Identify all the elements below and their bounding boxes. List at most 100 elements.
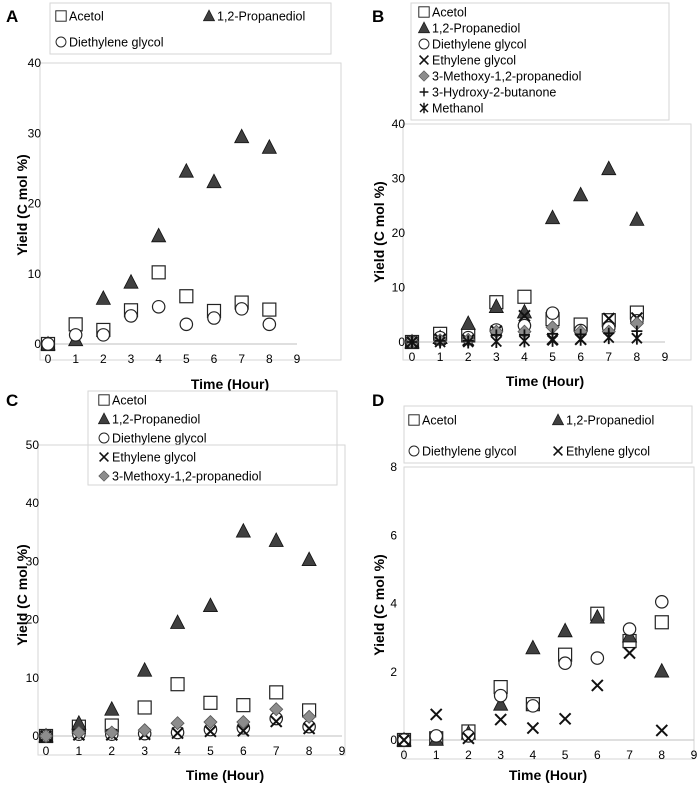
panel-d-legend-ethylene-glycol: Ethylene glycol bbox=[566, 445, 650, 459]
panel-a-point-acetol-5 bbox=[179, 289, 194, 304]
panel-c-xtick-4: 4 bbox=[174, 744, 181, 758]
panel-c-ytick-30: 30 bbox=[26, 554, 40, 568]
panel-b-point-methanol-8 bbox=[631, 331, 643, 345]
panel-a-xtick-0: 0 bbox=[45, 352, 52, 366]
panel-c-point-3-methoxy-1-2-propanediol-2 bbox=[104, 725, 119, 740]
panel-a-point-1-2-propanediol-7 bbox=[234, 128, 250, 144]
panel-d-point-ethylene-glycol-0 bbox=[397, 733, 411, 747]
panel-b-ytick-0: 0 bbox=[398, 335, 405, 349]
panel-b-point-acetol-4 bbox=[517, 289, 532, 304]
panel-c-point-acetol-7 bbox=[269, 685, 284, 700]
panel-c-series-3-methoxy-1-2-propanediol bbox=[38, 702, 317, 744]
panel-b-ytick-20: 20 bbox=[392, 226, 406, 240]
panel-b-legend-1-2-propanediol: 1,2-Propanediol bbox=[432, 22, 520, 36]
panel-a-legend-marker-1-2-propanediol bbox=[202, 9, 216, 22]
panel-c-ytick-20: 20 bbox=[26, 613, 40, 627]
panel-d-legend-marker-acetol bbox=[408, 414, 420, 426]
panel-b-y-axis-title: Yield (C mol %) bbox=[371, 181, 387, 282]
panel-b-point-methanol-5 bbox=[546, 333, 559, 347]
panel-c-point-3-methoxy-1-2-propanediol-4 bbox=[170, 716, 185, 731]
panel-c-ytick-40: 40 bbox=[26, 496, 40, 510]
panel-c-legend-acetol-icon bbox=[98, 394, 110, 406]
panel-b-xtick-7: 7 bbox=[605, 350, 612, 364]
panel-b-ytick-30: 30 bbox=[392, 172, 406, 186]
panel-d-point-diethylene-glycol-4 bbox=[526, 699, 540, 713]
panel-b-legend-marker-diethylene-glycol bbox=[418, 38, 430, 50]
panel-d: D Acetol 1,2-Propanediol Diethylene glycol E… bbox=[371, 391, 698, 783]
panel-b-point-methanol-7 bbox=[603, 331, 615, 345]
panel-b-point-methanol-2 bbox=[462, 335, 474, 349]
panel-d-point-diethylene-glycol-6 bbox=[590, 651, 605, 665]
panel-d-point-ethylene-glycol-1 bbox=[430, 708, 443, 721]
panel-a-point-diethylene-glycol-8 bbox=[262, 317, 277, 332]
panel-c-ytick-0: 0 bbox=[32, 729, 39, 743]
panel-c-xtick-2: 2 bbox=[108, 744, 115, 758]
panel-b-legend-marker-3-methoxy-1-2-propanediol bbox=[418, 70, 430, 82]
panel-a-point-diethylene-glycol-7 bbox=[234, 302, 249, 316]
panel-a-xtick-9: 9 bbox=[294, 352, 301, 366]
panel-d-point-1-2-propanediol-8 bbox=[654, 662, 670, 678]
panel-c: C Acetol 1,2-Propanediol Diethylene glycol E… bbox=[6, 390, 346, 783]
panel-a-point-1-2-propanediol-2 bbox=[95, 289, 111, 305]
panel-c-legend-3-methoxy-1-2-propanediol-icon bbox=[98, 470, 110, 482]
panel-b-point-ethylene-glycol-4 bbox=[518, 309, 531, 323]
panel-b-legend-marker-ethylene-glycol bbox=[419, 55, 429, 65]
panel-b-point-1-2-propanediol-5 bbox=[544, 209, 561, 225]
panel-b-point-methanol-4 bbox=[518, 334, 531, 348]
panel-d-xtick-2: 2 bbox=[465, 748, 472, 762]
panel-a-point-acetol-4 bbox=[151, 265, 166, 280]
panel-b-legend-marker-1-2-propanediol bbox=[417, 21, 431, 34]
panel-b-legend-marker-3-hydroxy-2-butanone bbox=[419, 87, 429, 97]
panel-a-legend-diethylene-glycol-icon bbox=[55, 36, 67, 48]
panel-b-point-1-2-propanediol-8 bbox=[629, 211, 645, 226]
panel-c-point-ethylene-glycol-5 bbox=[204, 725, 217, 738]
panel-c-xtick-3: 3 bbox=[141, 744, 148, 758]
panel-a-xtick-2: 2 bbox=[100, 352, 107, 366]
panel-a-point-diethylene-glycol-4 bbox=[151, 299, 166, 314]
panel-c-label: C bbox=[6, 391, 18, 410]
panel-b-legend-methanol: Methanol bbox=[432, 102, 483, 116]
panel-d-xtick-9: 9 bbox=[691, 748, 698, 762]
panel-a-point-diethylene-glycol-5 bbox=[179, 317, 194, 332]
panel-d-point-1-2-propanediol-5 bbox=[557, 622, 573, 638]
panel-c-xtick-7: 7 bbox=[273, 744, 280, 758]
panel-d-point-diethylene-glycol-7 bbox=[622, 622, 637, 636]
panel-a-series-1-2-propanediol bbox=[40, 128, 277, 351]
panel-c-point-1-2-propanediol-2 bbox=[104, 700, 120, 716]
panel-a-ytick-0: 0 bbox=[34, 337, 41, 351]
panel-c-point-acetol-4 bbox=[170, 677, 185, 692]
panel-a-ytick-20: 20 bbox=[28, 197, 42, 211]
panel-d-legend-1-2-propanediol: 1,2-Propanediol bbox=[566, 414, 654, 428]
panel-d-point-diethylene-glycol-1 bbox=[429, 729, 444, 743]
panel-c-ytick-50: 50 bbox=[26, 438, 40, 452]
panel-b-xtick-6: 6 bbox=[577, 350, 584, 364]
panel-b-legend-3-methoxy-1-2-propanediol-icon bbox=[418, 70, 430, 82]
panel-d-point-1-2-propanediol-3 bbox=[493, 695, 509, 711]
panel-b-point-methanol-3 bbox=[490, 334, 502, 348]
panel-d-legend-acetol: Acetol bbox=[422, 414, 457, 428]
panel-c-legend-marker-diethylene-glycol bbox=[98, 432, 110, 444]
panel-b-point-diethylene-glycol-5 bbox=[545, 306, 560, 320]
panel-d-point-diethylene-glycol-5 bbox=[558, 656, 572, 671]
panel-c-legend-acetol: Acetol bbox=[112, 394, 147, 408]
panel-a-point-1-2-propanediol-4 bbox=[151, 227, 167, 243]
panel-c-point-3-methoxy-1-2-propanediol-0 bbox=[38, 728, 54, 744]
panel-c-xtick-6: 6 bbox=[240, 744, 247, 758]
panel-a-ytick-30: 30 bbox=[28, 126, 42, 140]
panel-c-xtick-8: 8 bbox=[306, 744, 313, 758]
panel-a-xtick-6: 6 bbox=[211, 352, 218, 366]
panel-c-legend-box bbox=[87, 390, 338, 486]
panel-a-ytick-10: 10 bbox=[28, 267, 42, 281]
panel-c-point-3-methoxy-1-2-propanediol-7 bbox=[269, 702, 284, 717]
panel-c-legend-diethylene-glycol: Diethylene glycol bbox=[112, 432, 207, 446]
panel-d-xtick-4: 4 bbox=[530, 748, 537, 762]
panel-a-legend-1-2-propanediol: 1,2-Propanediol bbox=[217, 10, 305, 24]
panel-b-legend-ethylene-glycol-icon bbox=[419, 55, 429, 65]
panel-d-point-1-2-propanediol-6 bbox=[589, 608, 605, 624]
panel-b-point-1-2-propanediol-2 bbox=[460, 315, 476, 330]
panel-d-xtick-3: 3 bbox=[497, 748, 504, 762]
panel-b: B Acetol 1,2-Propanediol Diethylene glycol E… bbox=[371, 2, 692, 389]
panel-d-point-ethylene-glycol-6 bbox=[591, 679, 604, 692]
panel-c-legend-marker-3-methoxy-1-2-propanediol bbox=[98, 470, 110, 482]
panel-c-y-axis-title: Yield (C mol %) bbox=[14, 544, 30, 645]
